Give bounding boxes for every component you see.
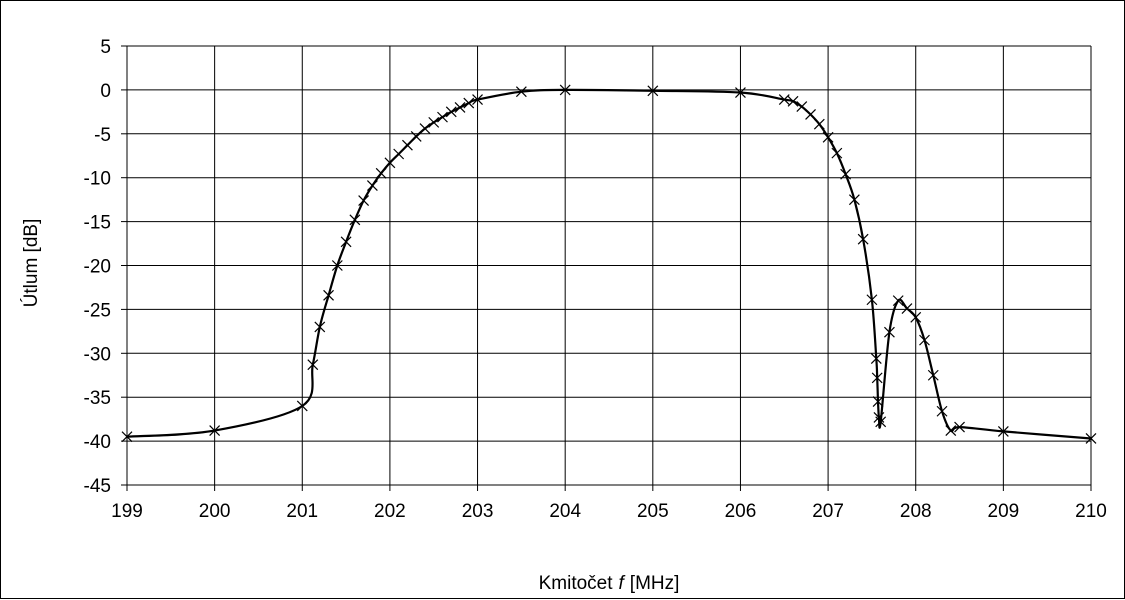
y-axis-title: Útlum [dB] (20, 219, 42, 308)
data-point-marker (840, 168, 852, 180)
data-point-marker (323, 289, 334, 301)
x-tick-label: 205 (637, 501, 669, 522)
x-axis-title: Kmitočet f [MHz] (539, 573, 680, 594)
x-tick-label: 207 (812, 501, 844, 522)
y-tick-label: -30 (84, 344, 111, 365)
data-point-marker (515, 86, 527, 98)
data-point-marker (1085, 433, 1097, 444)
data-point-marker (209, 425, 221, 436)
grid (121, 45, 1092, 491)
data-point-marker (375, 167, 387, 179)
data-point-marker (936, 405, 948, 417)
y-tick-labels: 5 0 -5 -10 -15 -20 -25 -30 -35 -40 -45 (84, 37, 111, 497)
x-tick-label: 200 (199, 501, 231, 522)
data-point-marker (872, 396, 884, 408)
x-axis-title-unit: [MHz] (630, 573, 680, 594)
data-point-marker (647, 85, 659, 97)
data-point-marker (437, 111, 448, 123)
data-point-marker (393, 148, 405, 160)
data-point-marker (735, 87, 746, 98)
series-line (126, 88, 1092, 440)
data-point-marker (349, 214, 361, 226)
y-tick-label: -40 (84, 432, 111, 453)
data-point-marker (410, 131, 422, 142)
series-markers (121, 84, 1097, 444)
data-point-marker (805, 109, 816, 120)
data-point-marker (445, 106, 457, 118)
data-point-marker (454, 102, 466, 113)
data-point-marker (384, 157, 396, 169)
data-point-marker (296, 400, 308, 412)
data-point-marker (472, 94, 483, 105)
x-tick-label: 209 (988, 501, 1020, 522)
data-point-marker (866, 294, 878, 306)
x-tick-label: 203 (462, 501, 494, 522)
x-tick-labels: 199 200 201 202 203 204 205 206 207 208 209 210 (111, 501, 1107, 522)
data-point-marker (428, 116, 440, 128)
data-point-marker (857, 233, 869, 245)
x-tick-label: 210 (1075, 501, 1107, 522)
data-point-marker (358, 195, 370, 206)
data-point-marker (366, 180, 378, 192)
x-tick-label: 199 (111, 501, 143, 522)
y-tick-label: 5 (100, 37, 111, 58)
y-tick-label: -25 (84, 300, 111, 321)
data-point-marker (848, 194, 860, 206)
data-point-marker (463, 97, 475, 109)
data-point-marker (954, 421, 965, 433)
y-tick-label: -10 (84, 169, 111, 190)
data-point-marker (307, 359, 319, 371)
x-axis-title-name: Kmitočet (539, 573, 614, 594)
data-point-marker (419, 123, 431, 134)
data-point-marker (787, 95, 799, 107)
y-tick-label: 0 (100, 81, 111, 102)
data-point-marker (875, 416, 887, 428)
data-point-marker (778, 94, 790, 105)
data-point-marker (340, 236, 352, 248)
x-tick-label: 208 (900, 501, 932, 522)
x-axis-title-var: f (619, 573, 626, 594)
series-line-layer (126, 88, 1092, 440)
data-point-marker (870, 353, 882, 364)
data-point-marker (910, 311, 922, 323)
x-tick-label: 204 (549, 501, 581, 522)
y-tick-label: -45 (84, 476, 111, 497)
data-point-marker (796, 101, 808, 113)
data-point-marker (559, 84, 571, 96)
data-point-marker (822, 131, 834, 143)
y-tick-label: -5 (94, 125, 111, 146)
x-tick-label: 202 (374, 501, 406, 522)
data-point-marker (919, 334, 930, 346)
data-point-marker (901, 303, 913, 314)
data-point-marker (997, 426, 1009, 437)
data-point-marker (892, 295, 904, 307)
y-tick-label: -35 (84, 388, 111, 409)
data-point-marker (813, 118, 825, 130)
y-tick-label: -20 (84, 257, 111, 278)
x-tick-label: 206 (725, 501, 757, 522)
data-point-marker (927, 369, 939, 381)
data-point-marker (871, 372, 883, 384)
data-point-marker (402, 139, 413, 151)
y-tick-label: -15 (84, 213, 111, 234)
data-point-marker (314, 321, 326, 333)
x-tick-label: 201 (286, 501, 318, 522)
data-point-marker (331, 260, 343, 271)
data-point-marker (121, 431, 133, 443)
data-point-marker (831, 147, 843, 159)
data-point-marker (884, 326, 895, 338)
data-point-marker (945, 425, 957, 436)
